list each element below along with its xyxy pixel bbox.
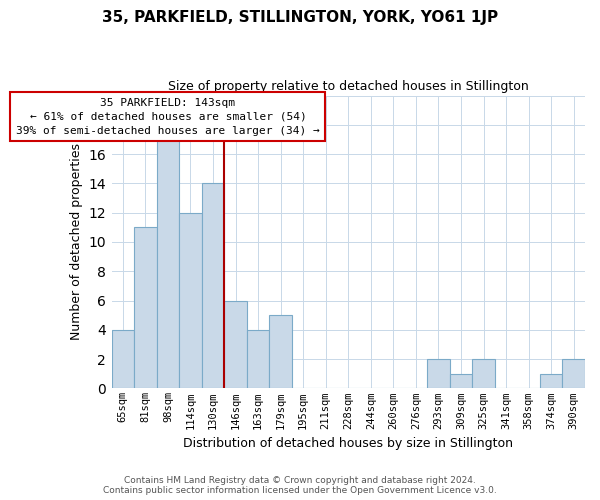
Bar bbox=[247, 330, 269, 388]
Bar bbox=[269, 315, 292, 388]
Text: 35 PARKFIELD: 143sqm
← 61% of detached houses are smaller (54)
39% of semi-detac: 35 PARKFIELD: 143sqm ← 61% of detached h… bbox=[16, 98, 320, 136]
Bar bbox=[472, 359, 495, 388]
Bar bbox=[224, 300, 247, 388]
Y-axis label: Number of detached properties: Number of detached properties bbox=[70, 144, 83, 340]
Bar bbox=[202, 184, 224, 388]
Bar bbox=[450, 374, 472, 388]
Title: Size of property relative to detached houses in Stillington: Size of property relative to detached ho… bbox=[168, 80, 529, 93]
Bar bbox=[562, 359, 585, 388]
Text: Contains HM Land Registry data © Crown copyright and database right 2024.
Contai: Contains HM Land Registry data © Crown c… bbox=[103, 476, 497, 495]
Text: 35, PARKFIELD, STILLINGTON, YORK, YO61 1JP: 35, PARKFIELD, STILLINGTON, YORK, YO61 1… bbox=[102, 10, 498, 25]
Bar bbox=[540, 374, 562, 388]
Bar bbox=[157, 125, 179, 388]
Bar bbox=[427, 359, 450, 388]
Bar bbox=[134, 228, 157, 388]
X-axis label: Distribution of detached houses by size in Stillington: Distribution of detached houses by size … bbox=[183, 437, 513, 450]
Bar bbox=[112, 330, 134, 388]
Bar bbox=[179, 212, 202, 388]
